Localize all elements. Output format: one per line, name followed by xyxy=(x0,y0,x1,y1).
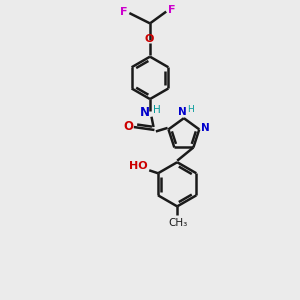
Text: N: N xyxy=(201,123,210,133)
Text: O: O xyxy=(123,120,133,133)
Text: F: F xyxy=(168,5,175,15)
Text: O: O xyxy=(145,34,154,44)
Text: HO: HO xyxy=(129,161,148,171)
Text: F: F xyxy=(120,7,128,16)
Text: CH₃: CH₃ xyxy=(168,218,188,228)
Text: N: N xyxy=(178,107,187,117)
Text: N: N xyxy=(140,106,150,119)
Text: H: H xyxy=(187,106,194,115)
Text: H: H xyxy=(154,105,161,115)
